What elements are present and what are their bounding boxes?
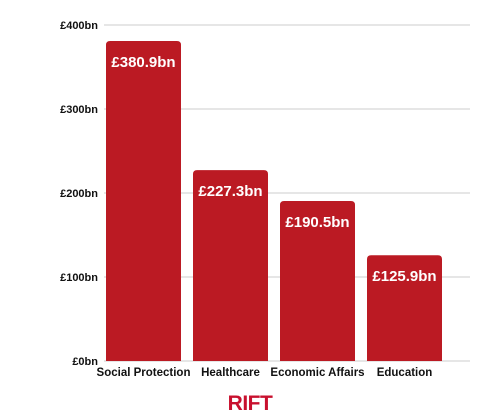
- y-tick-label: £400bn: [60, 20, 98, 32]
- bar-value-label: £125.9bn: [372, 268, 436, 285]
- x-category-label: Education: [377, 367, 433, 379]
- y-tick-label: £300bn: [60, 104, 98, 116]
- x-category-label: Economic Affairs: [270, 367, 364, 379]
- bar-social-protection: [106, 41, 181, 361]
- rift-logo: RIFT: [228, 392, 273, 415]
- x-axis-categories: Social Protection Healthcare Economic Affa…: [97, 367, 433, 379]
- bars: [106, 41, 442, 361]
- x-category-label: Social Protection: [97, 367, 191, 379]
- y-axis-ticks: £0bn £100bn £200bn £300bn £400bn: [60, 20, 98, 368]
- value-labels: £380.9bn £227.3bn £190.5bn £125.9bn: [111, 54, 436, 285]
- y-tick-label: £0bn: [72, 356, 98, 368]
- bar-education: [367, 255, 442, 361]
- bar-value-label: £380.9bn: [111, 54, 175, 71]
- y-tick-label: £200bn: [60, 188, 98, 200]
- bar-value-label: £227.3bn: [198, 183, 262, 200]
- x-category-label: Healthcare: [201, 367, 260, 379]
- bar-healthcare: [193, 170, 268, 361]
- bar-economic-affairs: [280, 200, 355, 361]
- bar-value-label: £190.5bn: [285, 214, 349, 231]
- y-tick-label: £100bn: [60, 272, 98, 284]
